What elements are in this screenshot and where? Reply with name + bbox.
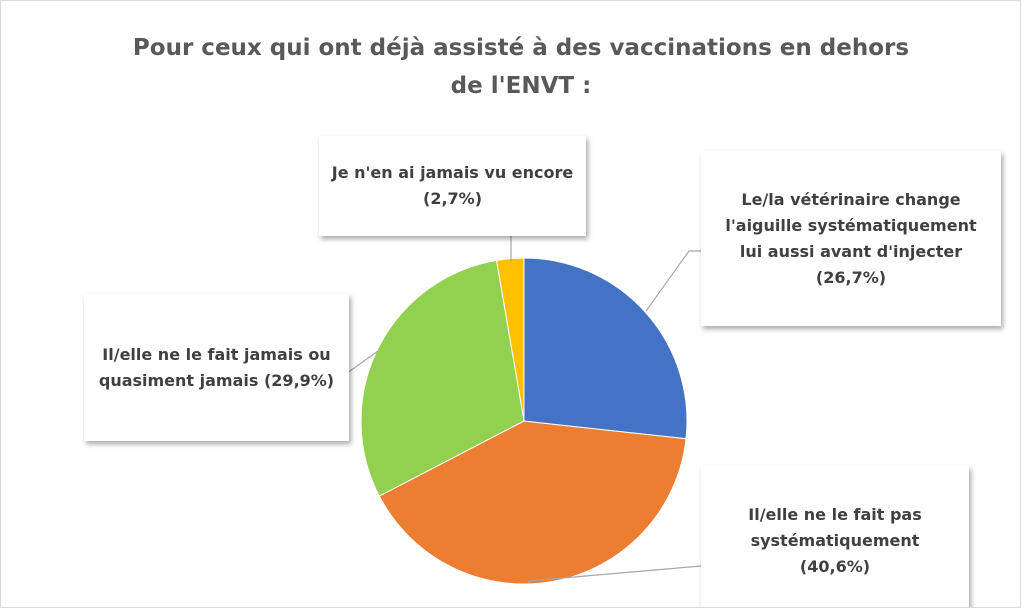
- data-label: Il/elle ne le fait jamais ou quasiment j…: [84, 294, 349, 441]
- leader-line: [645, 250, 701, 312]
- data-label-text: Il/elle ne le fait jamais ou quasiment j…: [96, 342, 337, 394]
- label-part: (40,6%): [799, 557, 871, 576]
- data-label-text: Il/elle ne le fait pas systématiquement …: [713, 502, 957, 580]
- label-part: Il/elle ne le fait jamais ou quasiment j…: [98, 344, 331, 390]
- data-label-text: Je n'en ai jamais vu encore (2,7%): [331, 160, 574, 212]
- label-part: (2,7%): [423, 189, 482, 208]
- chart-title: Pour ceux qui ont déjà assisté à des vac…: [132, 35, 910, 99]
- pie-slice: [378, 420, 687, 585]
- leader-line: [527, 565, 702, 582]
- pie-slice: [360, 259, 525, 497]
- label-part: Le/la vétérinaire change l'aiguille syst…: [725, 189, 977, 261]
- label-part: Il/elle ne le fait pas systématiquement: [748, 505, 922, 550]
- data-label: Le/la vétérinaire change l'aiguille syst…: [701, 151, 1001, 326]
- label-part: Je n'en ai jamais vu encore: [331, 163, 574, 182]
- data-label: Il/elle ne le fait pas systématiquement …: [701, 466, 969, 607]
- label-part: (26,7%): [815, 267, 887, 287]
- data-label: Je n'en ai jamais vu encore (2,7%): [319, 136, 586, 236]
- data-label-text: Le/la vétérinaire change l'aiguille syst…: [713, 187, 989, 291]
- label-part: (29,9%): [263, 370, 335, 390]
- pie-slice: [523, 257, 688, 440]
